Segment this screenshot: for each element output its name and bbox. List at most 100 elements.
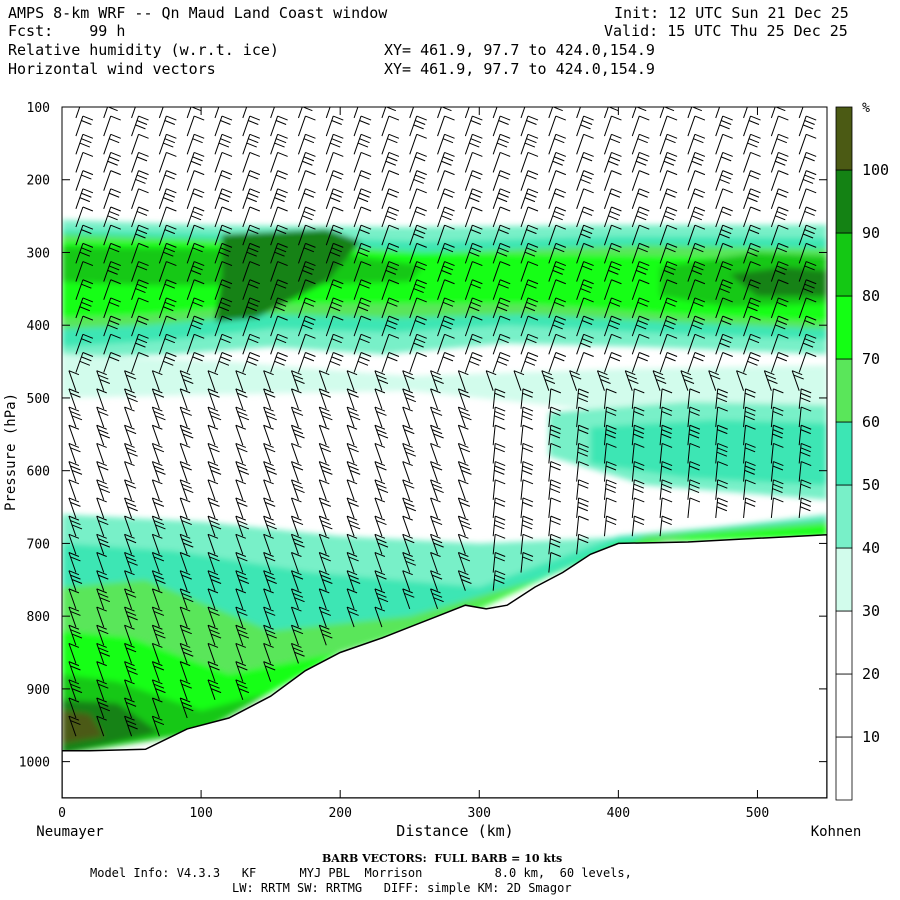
wind-barb — [798, 352, 817, 373]
wind-barb — [75, 352, 94, 373]
wind-barb — [151, 497, 165, 519]
wind-barb — [464, 279, 483, 300]
wind-barb — [743, 107, 748, 119]
wind-barb — [179, 642, 194, 664]
wind-barb — [430, 588, 444, 610]
wind-barb — [659, 352, 678, 373]
wind-barb — [186, 261, 205, 282]
wind-barb — [381, 115, 400, 137]
wind-barb — [492, 170, 511, 191]
wind-barb — [770, 261, 789, 282]
wind-barb — [548, 497, 562, 519]
wind-barb — [353, 261, 372, 282]
wind-barb — [492, 497, 506, 519]
wind-barb — [179, 442, 191, 464]
wind-barb — [492, 388, 506, 409]
wind-barb — [520, 479, 534, 500]
wind-barb — [381, 333, 400, 355]
wind-barb — [374, 479, 389, 500]
wind-barb — [381, 133, 400, 155]
wind-barb — [715, 151, 733, 173]
wind-barb — [131, 170, 149, 191]
wind-barb — [492, 315, 511, 337]
chart-title: AMPS 8-km WRF -- Qn Maud Land Coast wind… — [8, 4, 388, 22]
wind-barb — [798, 206, 817, 228]
x-tick-label: 200 — [328, 806, 351, 821]
wind-barb — [631, 497, 645, 519]
wind-barb — [318, 442, 331, 464]
wind-barb — [131, 261, 149, 282]
wind-barb — [520, 170, 539, 191]
wind-barb — [124, 461, 135, 482]
field-rh-xy: XY= 461.9, 97.7 to 424.0,154.9 — [384, 41, 655, 59]
wind-barb — [520, 552, 534, 573]
wind-barb — [103, 206, 121, 228]
wind-barb — [520, 279, 539, 300]
wind-barb — [75, 315, 94, 337]
wind-barb — [207, 679, 222, 700]
wind-barb — [743, 188, 761, 209]
wind-barb — [151, 570, 166, 591]
wind-barb — [75, 297, 94, 319]
wind-barb — [492, 224, 511, 246]
wind-barb — [520, 297, 539, 319]
wind-barb — [186, 279, 205, 300]
wind-barb — [235, 606, 248, 628]
wind-barb — [318, 515, 333, 537]
y-tick-label: 200 — [27, 174, 50, 189]
wind-barb — [492, 406, 506, 428]
wind-barb — [548, 224, 567, 246]
wind-barb — [103, 242, 121, 264]
wind-barb — [631, 406, 645, 428]
wind-barb — [353, 206, 372, 228]
wind-barb — [207, 606, 220, 628]
wind-barb — [151, 515, 166, 537]
wind-barb — [548, 315, 567, 337]
wind-barb — [235, 679, 250, 700]
wind-barb — [457, 424, 469, 446]
wind-barb — [715, 333, 733, 355]
wind-barb — [548, 442, 562, 464]
wind-barb — [179, 552, 191, 573]
wind-barb — [798, 461, 812, 482]
wind-barb — [242, 352, 261, 373]
wind-barb — [186, 333, 205, 355]
wind-barb — [548, 352, 567, 373]
wind-barb — [520, 497, 534, 519]
wind-barb — [346, 388, 359, 410]
wind-barb — [270, 297, 288, 319]
wind-barb — [186, 315, 205, 337]
wind-barb — [297, 170, 316, 191]
wind-barb — [96, 642, 110, 664]
wind-barb — [214, 315, 233, 337]
wind-barb — [346, 533, 358, 555]
wind-barb — [743, 406, 756, 428]
wind-barb — [325, 224, 344, 246]
wind-barb — [770, 297, 789, 319]
wind-barb — [464, 107, 470, 119]
wind-barb — [263, 588, 274, 610]
wind-barb — [798, 388, 812, 409]
wind-barb — [124, 661, 138, 682]
wind-barb — [576, 261, 594, 282]
wind-barb — [131, 206, 149, 228]
y-tick-label: 100 — [27, 101, 50, 116]
wind-barb — [492, 206, 511, 228]
colorbar-label: 70 — [862, 350, 880, 368]
wind-barb — [687, 315, 706, 337]
x-tick-label: 400 — [607, 806, 630, 821]
wind-barb — [346, 588, 358, 610]
wind-barb — [409, 352, 427, 373]
wind-barb — [346, 442, 359, 464]
wind-barb — [798, 333, 817, 355]
wind-barb — [520, 424, 534, 446]
wind-barb — [179, 570, 192, 591]
wind-barb — [325, 333, 344, 355]
wind-barb — [325, 279, 344, 300]
wind-barb — [798, 315, 817, 337]
wind-barb — [596, 370, 611, 391]
wind-barb — [96, 388, 107, 410]
wind-barb — [576, 352, 594, 373]
right-endpoint-label: Kohnen — [811, 824, 862, 840]
wind-barb — [548, 133, 567, 155]
